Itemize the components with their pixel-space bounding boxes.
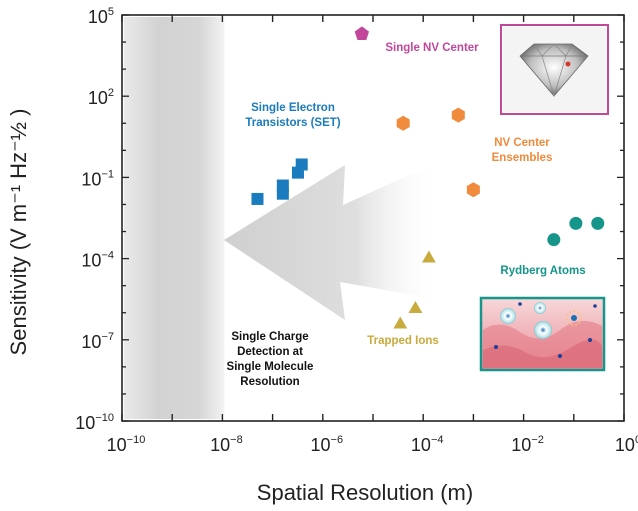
nv-ensemble-point	[396, 115, 410, 131]
annotations: Single NV Center Single Electron Transisto…	[227, 42, 586, 388]
annotation-single-nv-center: Single NV Center	[385, 42, 479, 54]
trapped-ion-point	[393, 316, 408, 329]
y-tick-label: 10−10	[75, 412, 114, 433]
rydberg-atoms-image	[479, 296, 606, 372]
data-markers	[251, 26, 605, 329]
x-tick-label: 10−2	[511, 434, 544, 455]
set-point	[276, 179, 289, 192]
y-tick-label: 102	[88, 87, 114, 108]
y-tick-label: 10−1	[81, 168, 114, 189]
single-nv-point	[354, 26, 369, 40]
set-point	[295, 158, 308, 171]
x-tick-label: 10−4	[411, 434, 444, 455]
nv-ensemble-point	[466, 182, 480, 198]
annotation-trapped-ions: Trapped Ions	[367, 335, 439, 347]
diamond-image	[500, 24, 609, 115]
axes	[121, 14, 625, 422]
annotation-nv-ensembles: NV Center Ensembles	[492, 137, 553, 164]
y-tick-label: 10−7	[81, 331, 114, 352]
trend-arrow	[224, 160, 442, 320]
x-tick-label: 10−8	[210, 434, 243, 455]
trapped-ion-point	[422, 250, 436, 263]
tick-labels: 10−10 10−8 10−6 10−4 10−2 100 10−10 10−7 10−4 10−…	[75, 6, 638, 455]
trapped-ion-point	[408, 301, 423, 313]
y-tick-label: 10−4	[81, 250, 114, 271]
rydberg-point	[591, 216, 605, 230]
annotation-set: Single Electron Transistors (SET)	[245, 102, 340, 129]
rydberg-point	[547, 233, 561, 247]
set-point	[251, 192, 264, 205]
rydberg-point	[569, 216, 583, 230]
nv-ensemble-point	[451, 107, 465, 123]
x-tick-label: 100	[615, 434, 638, 455]
single-molecule-shaded-region	[124, 17, 225, 419]
annotation-rydberg-atoms: Rydberg Atoms	[500, 265, 585, 277]
x-axis-title: Spatial Resolution (m)	[257, 480, 473, 505]
x-tick-label: 10−10	[107, 434, 146, 455]
y-axis-title: Sensitivity (V m⁻¹ Hz⁻½ )	[6, 109, 31, 356]
annotation-single-charge: Single Charge Detection at Single Molecule…	[227, 331, 314, 388]
x-tick-label: 10−6	[311, 434, 344, 455]
y-tick-label: 105	[88, 6, 114, 27]
